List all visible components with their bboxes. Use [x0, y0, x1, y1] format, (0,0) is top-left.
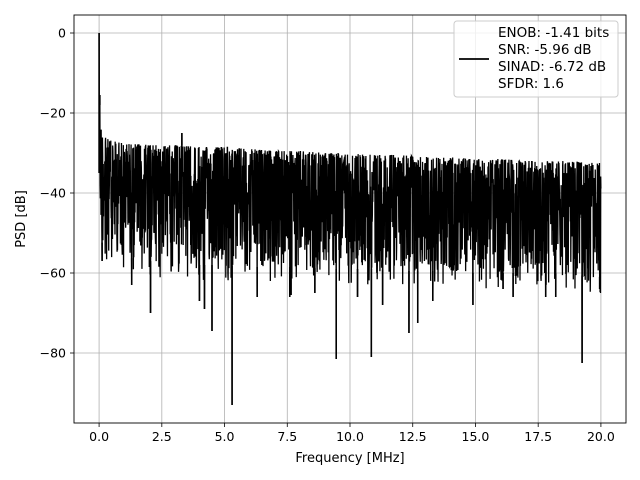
legend: ENOB: -1.41 bits SNR: -5.96 dB SINAD: -6… — [453, 20, 619, 98]
y-tick-label: −20 — [40, 106, 66, 121]
x-tick-label: 5.0 — [215, 429, 235, 444]
legend-line-enob: ENOB: -1.41 bits — [498, 25, 609, 41]
legend-box — [453, 20, 619, 98]
y-tick-label: −80 — [40, 346, 66, 361]
x-tick-label: 12.5 — [399, 429, 427, 444]
y-tick-label: −40 — [40, 186, 66, 201]
psd-trace — [98, 32, 602, 406]
x-tick-label: 17.5 — [524, 429, 552, 444]
y-tick-label: 0 — [58, 26, 66, 41]
x-tick-label: 10.0 — [336, 429, 364, 444]
x-tick-label: 15.0 — [462, 429, 490, 444]
x-axis-label: Frequency [MHz] — [295, 451, 404, 466]
y-axis-label: PSD [dB] — [14, 190, 29, 248]
x-tick-label: 20.0 — [587, 429, 615, 444]
legend-line-snr: SNR: -5.96 dB — [498, 42, 592, 58]
y-tick-label: −60 — [40, 266, 66, 281]
legend-line-sfdr: SFDR: 1.6 — [498, 76, 564, 92]
plot-frame — [73, 14, 627, 424]
x-tick-label: 2.5 — [152, 429, 172, 444]
x-tick-label: 0.0 — [89, 429, 109, 444]
psd-series — [98, 32, 602, 406]
legend-line-sinad: SINAD: -6.72 dB — [498, 59, 606, 75]
axis-ticks: 0.0 2.5 5.0 7.5 10.0 12.5 15.0 17.5 20.0 0 −20 −40 −… — [40, 26, 615, 445]
x-tick-label: 7.5 — [277, 429, 297, 444]
